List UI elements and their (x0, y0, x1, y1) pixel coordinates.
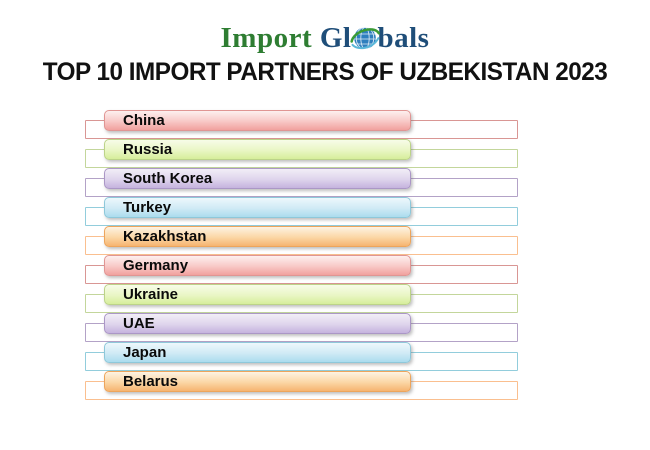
bar-label: South Korea (123, 170, 213, 187)
logo-text-bals: bals (377, 21, 430, 54)
bar-label: UAE (123, 315, 155, 332)
bar-ukraine: Ukraine (104, 284, 411, 305)
chart-row: China (85, 110, 518, 139)
bar-label: Germany (123, 257, 189, 274)
bar-turkey: Turkey (104, 197, 411, 218)
bar-belarus: Belarus (104, 371, 411, 392)
logo: Import Gl bals (0, 20, 650, 55)
globe-icon (349, 24, 380, 54)
bar-label: Turkey (123, 199, 172, 216)
chart-row: South Korea (85, 168, 518, 197)
bar-list: China Russia South Korea Turkey Kazakhst… (85, 110, 518, 400)
chart-row: Turkey (85, 197, 518, 226)
chart-row: Germany (85, 255, 518, 284)
chart-row: Ukraine (85, 284, 518, 313)
bar-uae: UAE (104, 313, 411, 334)
bar-label: China (123, 112, 165, 129)
bar-russia: Russia (104, 139, 411, 160)
bar-germany: Germany (104, 255, 411, 276)
bar-label: Japan (123, 344, 167, 361)
bar-label: Russia (123, 141, 173, 158)
chart-row: Belarus (85, 371, 518, 400)
bar-south-korea: South Korea (104, 168, 411, 189)
bar-kazakhstan: Kazakhstan (104, 226, 411, 247)
bar-label: Ukraine (123, 286, 179, 303)
bar-label: Belarus (123, 373, 179, 390)
chart-row: Kazakhstan (85, 226, 518, 255)
bar-china: China (104, 110, 411, 131)
chart-row: Japan (85, 342, 518, 371)
logo-spacer (312, 22, 320, 54)
chart-title: TOP 10 IMPORT PARTNERS OF UZBEKISTAN 202… (42, 58, 608, 86)
bar-label: Kazakhstan (123, 228, 207, 245)
logo-text-import: Import (220, 21, 313, 54)
chart-row: Russia (85, 139, 518, 168)
logo-text-gl: Gl (319, 21, 352, 54)
chart-row: UAE (85, 313, 518, 342)
bar-japan: Japan (104, 342, 411, 363)
